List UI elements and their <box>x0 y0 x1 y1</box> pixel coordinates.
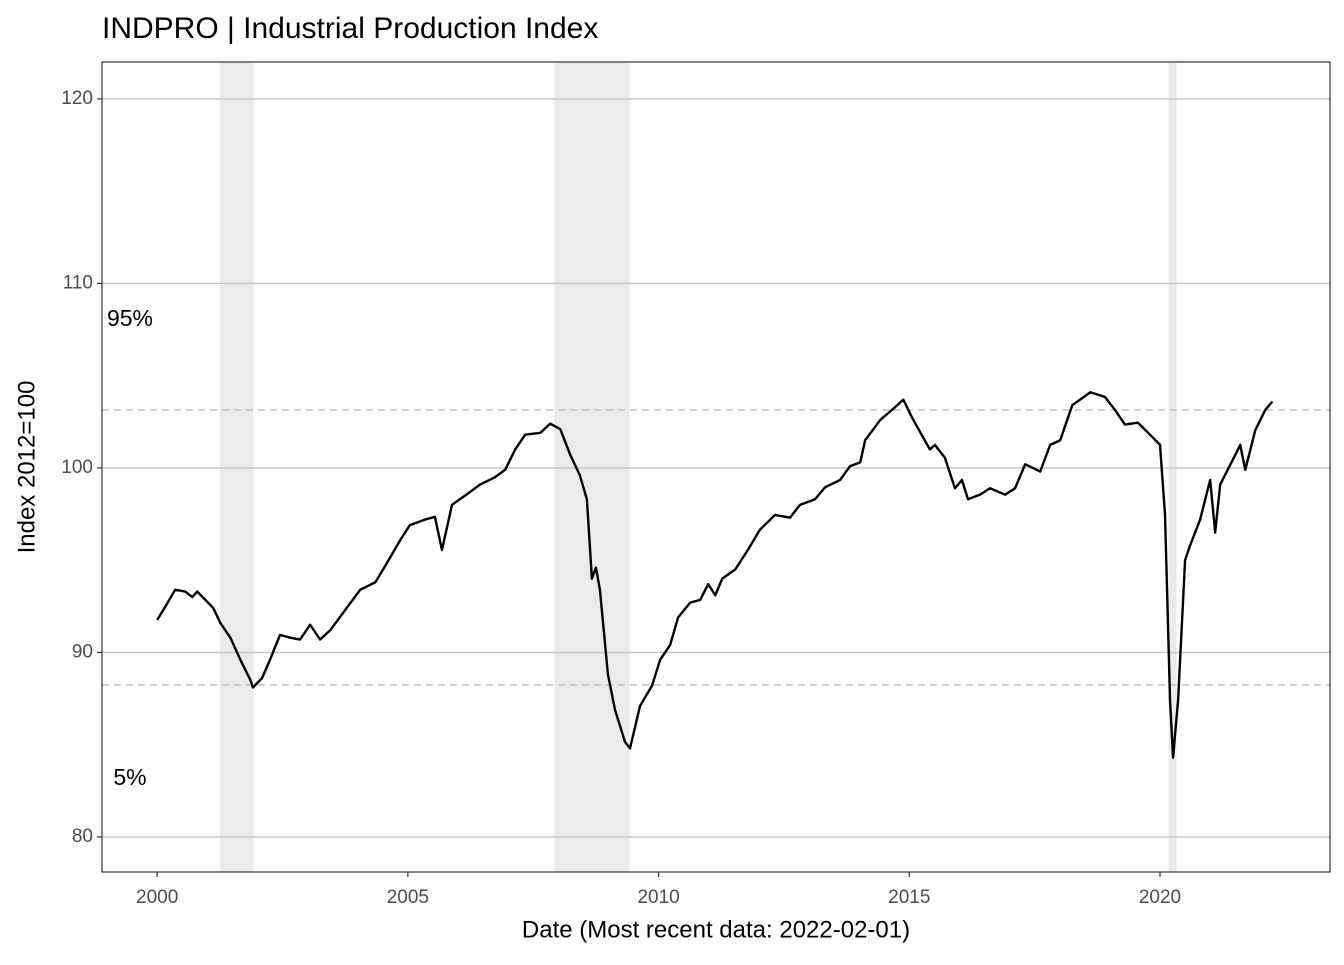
reference-label: 5% <box>113 764 146 790</box>
reference-label: 95% <box>107 305 153 331</box>
recession-band <box>219 62 254 872</box>
y-tick-label: 120 <box>61 88 93 109</box>
recession-band <box>1168 62 1177 872</box>
x-tick-label: 2010 <box>637 887 679 908</box>
x-tick-label: 2015 <box>888 887 930 908</box>
x-tick-label: 2020 <box>1139 887 1181 908</box>
plot-border <box>101 61 1331 873</box>
y-tick-label: 100 <box>61 457 93 478</box>
y-axis-title: Index 2012=100 <box>13 381 40 554</box>
y-tick-label: 110 <box>63 272 93 293</box>
y-tick-label: 90 <box>72 641 93 662</box>
chart-title: INDPRO | Industrial Production Index <box>102 12 598 45</box>
series-line <box>156 391 1274 759</box>
x-axis-title: Date (Most recent data: 2022-02-01) <box>522 916 910 943</box>
y-tick-label: 80 <box>72 826 93 847</box>
x-tick-label: 2005 <box>387 887 429 908</box>
recession-band <box>554 62 630 872</box>
x-tick-label: 2000 <box>136 887 178 908</box>
